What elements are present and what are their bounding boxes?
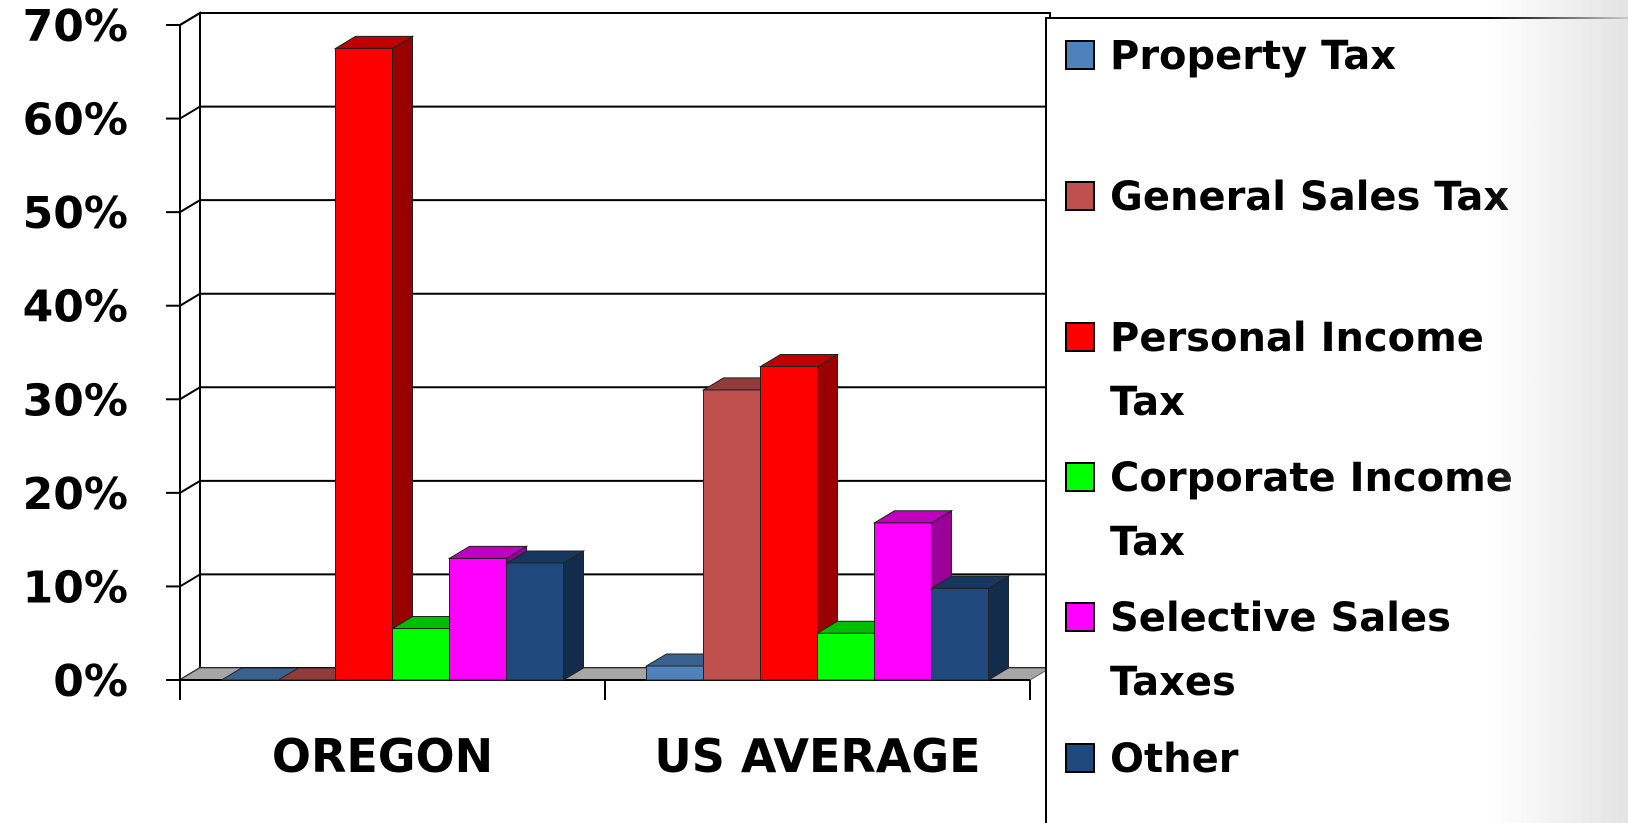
y-tick-labels: 0% 10% 20% 30% 40% 50% 60% 70% xyxy=(23,1,128,707)
legend-swatch xyxy=(1065,322,1095,352)
y-tick-label: 40% xyxy=(23,282,128,333)
bar-top xyxy=(758,354,840,368)
legend-swatch xyxy=(1065,40,1095,70)
bar-top xyxy=(872,510,954,524)
bar-front xyxy=(931,587,989,681)
legend-label-line: Tax xyxy=(1110,379,1185,425)
bar-front xyxy=(817,632,875,681)
y-tick-label: 70% xyxy=(23,1,128,52)
y-tick-label: 20% xyxy=(23,469,128,520)
gridline-side xyxy=(179,479,201,494)
bar-top xyxy=(333,35,415,49)
bar-front xyxy=(760,366,818,681)
bar-top xyxy=(929,575,1011,589)
bar-front xyxy=(335,47,393,681)
legend-label-line: Tax xyxy=(1110,519,1185,565)
legend: Property Tax General Sales Tax Personal In… xyxy=(1045,17,1628,823)
legend-label-line: Personal Income xyxy=(1110,315,1484,361)
legend-label-line: Corporate Income xyxy=(1110,455,1513,501)
bar-front xyxy=(506,562,564,681)
y-tick-label: 30% xyxy=(23,375,128,426)
legend-label: Selective Sales Taxes xyxy=(1110,595,1451,705)
category-labels: OREGON US AVERAGE xyxy=(272,729,981,783)
legend-label-line: Selective Sales xyxy=(1110,595,1451,641)
gridline-side xyxy=(179,199,201,214)
bar-front xyxy=(646,665,704,681)
bar-side xyxy=(392,35,413,681)
bar-side xyxy=(988,575,1009,681)
bar-top xyxy=(504,550,586,564)
legend-label: Corporate Income Tax xyxy=(1110,455,1513,565)
y-tick-label: 60% xyxy=(23,95,128,146)
legend-swatch xyxy=(1065,462,1095,492)
gridline-side xyxy=(179,292,201,307)
gridline-side xyxy=(179,12,201,26)
bar xyxy=(758,353,840,681)
legend-label: General Sales Tax xyxy=(1110,174,1509,220)
legend-label-line: Taxes xyxy=(1110,659,1236,705)
bar xyxy=(504,550,586,681)
legend-label: Other xyxy=(1110,736,1239,782)
bar-front xyxy=(703,389,761,681)
bar xyxy=(333,35,415,681)
legend-label-line: General Sales Tax xyxy=(1110,174,1509,220)
category-label: OREGON xyxy=(272,729,493,783)
legend-label: Property Tax xyxy=(1110,33,1396,79)
category-label: US AVERAGE xyxy=(654,729,980,783)
gridline-side xyxy=(179,573,201,588)
bar-side xyxy=(563,550,584,681)
bar-top xyxy=(447,545,529,559)
legend-swatch xyxy=(1065,181,1095,211)
legend-label-line: Property Tax xyxy=(1110,33,1396,79)
gridline-side xyxy=(179,386,201,401)
bar-front xyxy=(449,557,507,681)
bar xyxy=(929,575,1011,681)
bars xyxy=(219,35,1011,681)
y-tick-label: 0% xyxy=(53,656,128,707)
y-tick-label: 50% xyxy=(23,188,128,239)
y-tick-label: 10% xyxy=(23,562,128,613)
bar-front xyxy=(392,628,450,681)
gridline-side xyxy=(179,105,201,120)
legend-label: Personal Income Tax xyxy=(1110,315,1484,425)
legend-swatch xyxy=(1065,743,1095,773)
legend-label-line: Other xyxy=(1110,736,1239,782)
bar-front xyxy=(874,522,932,681)
legend-swatch xyxy=(1065,602,1095,632)
